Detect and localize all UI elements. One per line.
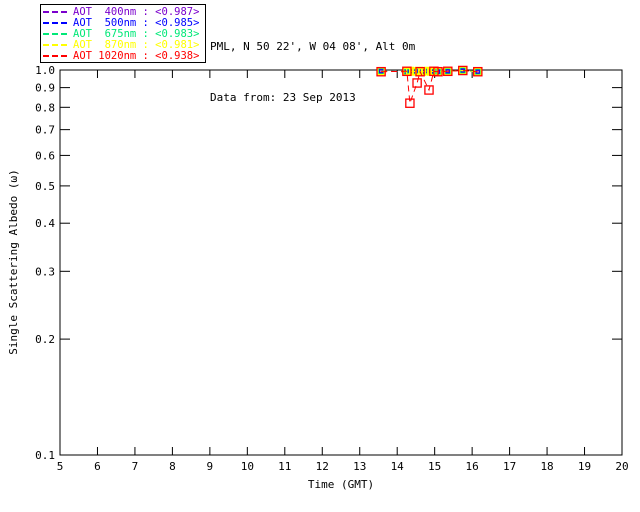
x-tick-label: 6 [94,460,101,473]
y-tick-label: 0.3 [35,265,55,278]
legend-item-label: AOT 500nm : <0.985> [73,16,200,29]
x-tick-label: 13 [353,460,366,473]
data-point-marker-aot-1020nm [458,65,468,76]
x-tick-label: 15 [428,460,441,473]
y-tick-label: 0.5 [35,180,55,193]
legend-dash-sample [43,43,69,46]
legend-item: AOT 675nm : <0.983> [43,27,203,40]
legend-item-label: AOT 400nm : <0.987> [73,5,200,18]
x-axis-title: Time (GMT) [307,478,375,491]
x-tick-label: 19 [578,460,591,473]
series-line-aot-1020nm [381,69,478,104]
title-block: PML, N 50 22', W 04 08', Alt 0m Data fro… [210,4,415,140]
legend-item: AOT 400nm : <0.987> [43,5,203,18]
x-tick-label: 12 [316,460,329,473]
y-tick-label: 0.4 [35,217,55,230]
legend-dash-sample [43,10,69,13]
site-title: PML, N 50 22', W 04 08', Alt 0m [210,40,416,53]
data-point-marker-aot-1020nm [443,66,453,77]
data-point-marker-aot-1020nm [473,66,483,77]
legend-item: AOT 1020nm : <0.938> [43,49,203,62]
legend-dash-sample [43,32,69,35]
legend-item: AOT 870nm : <0.981> [43,38,203,51]
y-tick-label: 1.0 [35,64,55,77]
legend-item-label: AOT 675nm : <0.983> [73,27,200,40]
data-point-marker-aot-1020nm [433,66,443,77]
data-point-marker-aot-1020nm [405,98,415,108]
x-tick-label: 17 [503,460,516,473]
x-tick-label: 14 [391,460,405,473]
x-tick-label: 10 [241,460,254,473]
x-tick-label: 16 [466,460,479,473]
x-tick-label: 18 [540,460,553,473]
data-point-marker-aot-1020nm [424,85,434,95]
y-tick-label: 0.9 [35,82,55,95]
x-tick-label: 9 [207,460,214,473]
y-axis-title: Single Scattering Albedo (ω) [7,169,20,355]
y-tick-label: 0.2 [35,333,55,346]
y-tick-label: 0.6 [35,149,55,162]
x-tick-label: 5 [57,460,64,473]
legend-dash-sample [43,21,69,24]
y-tick-label: 0.8 [35,101,55,114]
data-point-marker-aot-1020nm [412,78,422,88]
x-tick-label: 7 [132,460,139,473]
data-point-marker-aot-1020nm [376,66,386,77]
y-tick-label: 0.7 [35,124,55,137]
y-tick-label: 0.1 [35,449,55,462]
data-point-marker-aot-1020nm [402,66,412,77]
legend-item-label: AOT 870nm : <0.981> [73,38,200,51]
plot-frame [59,69,623,456]
data-point-marker-aot-1020nm [415,66,425,77]
x-tick-label: 20 [615,460,628,473]
x-tick-label: 8 [169,460,176,473]
x-tick-label: 11 [278,460,291,473]
legend-box: AOT 400nm : <0.987> AOT 500nm : <0.985> AO… [40,4,206,63]
legend-dash-sample [43,54,69,57]
date-subtitle: Data from: 23 Sep 2013 [210,91,356,104]
legend-item-label: AOT 1020nm : <0.938> [73,49,200,62]
legend-item: AOT 500nm : <0.985> [43,16,203,29]
